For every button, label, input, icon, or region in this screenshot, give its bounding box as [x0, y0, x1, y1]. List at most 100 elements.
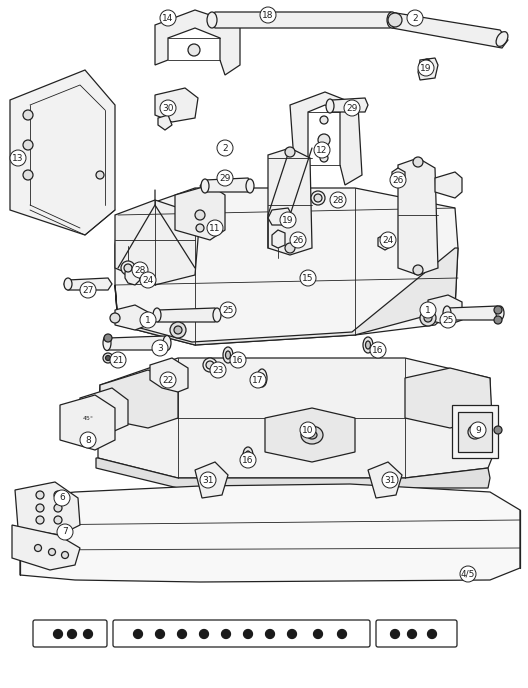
Ellipse shape	[163, 336, 171, 350]
Polygon shape	[428, 295, 462, 325]
Circle shape	[132, 262, 148, 278]
Circle shape	[428, 630, 437, 638]
Circle shape	[407, 10, 423, 26]
Polygon shape	[444, 306, 502, 320]
Circle shape	[53, 630, 62, 638]
Polygon shape	[10, 70, 115, 235]
Circle shape	[320, 154, 328, 162]
Circle shape	[61, 552, 69, 559]
Circle shape	[390, 172, 406, 188]
Polygon shape	[392, 168, 405, 185]
Text: 13: 13	[12, 153, 24, 162]
Polygon shape	[378, 234, 392, 250]
Text: 2: 2	[412, 14, 418, 23]
Circle shape	[104, 334, 112, 342]
Ellipse shape	[257, 369, 267, 387]
Polygon shape	[155, 308, 218, 322]
Text: 28: 28	[332, 195, 344, 204]
Text: 45°: 45°	[82, 416, 93, 420]
Circle shape	[260, 7, 276, 23]
Polygon shape	[115, 305, 148, 330]
Circle shape	[285, 243, 295, 253]
Text: 28: 28	[134, 266, 146, 275]
Circle shape	[160, 372, 176, 388]
Circle shape	[314, 194, 322, 202]
Circle shape	[68, 630, 77, 638]
Circle shape	[391, 630, 400, 638]
FancyBboxPatch shape	[376, 620, 457, 647]
Polygon shape	[272, 230, 285, 248]
Text: 22: 22	[163, 376, 174, 385]
Text: 6: 6	[59, 493, 65, 502]
Circle shape	[330, 192, 346, 208]
Circle shape	[10, 150, 26, 166]
Circle shape	[80, 432, 96, 448]
Ellipse shape	[365, 341, 371, 349]
Circle shape	[160, 100, 176, 116]
Circle shape	[250, 372, 266, 388]
Circle shape	[80, 282, 96, 298]
Polygon shape	[64, 278, 112, 290]
Ellipse shape	[363, 337, 373, 353]
Circle shape	[54, 490, 70, 506]
Text: 4/5: 4/5	[461, 570, 475, 579]
Circle shape	[424, 314, 432, 322]
Circle shape	[140, 312, 156, 328]
Circle shape	[494, 316, 502, 324]
Polygon shape	[268, 208, 292, 225]
Circle shape	[290, 232, 306, 248]
Circle shape	[106, 356, 110, 361]
Circle shape	[54, 516, 62, 524]
Circle shape	[23, 170, 33, 180]
Text: 30: 30	[162, 103, 174, 113]
Ellipse shape	[443, 306, 451, 320]
Ellipse shape	[225, 351, 231, 359]
Circle shape	[217, 140, 233, 156]
Circle shape	[124, 264, 132, 272]
Polygon shape	[100, 370, 178, 428]
Circle shape	[408, 630, 417, 638]
Text: 11: 11	[209, 224, 221, 233]
Text: 26: 26	[392, 175, 404, 184]
Polygon shape	[418, 58, 438, 80]
Ellipse shape	[243, 447, 253, 463]
Circle shape	[210, 362, 226, 378]
Circle shape	[54, 504, 62, 512]
Text: 12: 12	[316, 145, 328, 155]
Circle shape	[54, 491, 62, 499]
Text: 14: 14	[162, 14, 174, 23]
Circle shape	[134, 630, 143, 638]
Text: 18: 18	[262, 10, 274, 19]
Polygon shape	[60, 395, 115, 450]
Polygon shape	[15, 482, 80, 535]
Circle shape	[344, 100, 360, 116]
Circle shape	[311, 191, 325, 205]
Text: 23: 23	[212, 365, 224, 374]
Polygon shape	[150, 358, 188, 392]
Circle shape	[472, 429, 478, 435]
Circle shape	[49, 548, 55, 555]
Circle shape	[230, 352, 246, 368]
Ellipse shape	[201, 179, 209, 193]
FancyBboxPatch shape	[33, 620, 107, 647]
Polygon shape	[265, 408, 355, 462]
Ellipse shape	[496, 306, 504, 320]
Circle shape	[468, 425, 482, 439]
Polygon shape	[115, 200, 200, 285]
Polygon shape	[328, 98, 368, 112]
Polygon shape	[175, 185, 225, 240]
Text: 31: 31	[202, 475, 214, 484]
Polygon shape	[210, 12, 395, 28]
Circle shape	[300, 422, 316, 438]
Polygon shape	[115, 248, 458, 345]
Circle shape	[196, 224, 204, 232]
Circle shape	[23, 110, 33, 120]
Circle shape	[300, 270, 316, 286]
Polygon shape	[368, 462, 402, 498]
Circle shape	[36, 516, 44, 524]
Ellipse shape	[246, 179, 254, 193]
Polygon shape	[80, 388, 128, 432]
Circle shape	[103, 353, 113, 363]
Ellipse shape	[326, 99, 334, 113]
Text: 17: 17	[252, 376, 264, 385]
